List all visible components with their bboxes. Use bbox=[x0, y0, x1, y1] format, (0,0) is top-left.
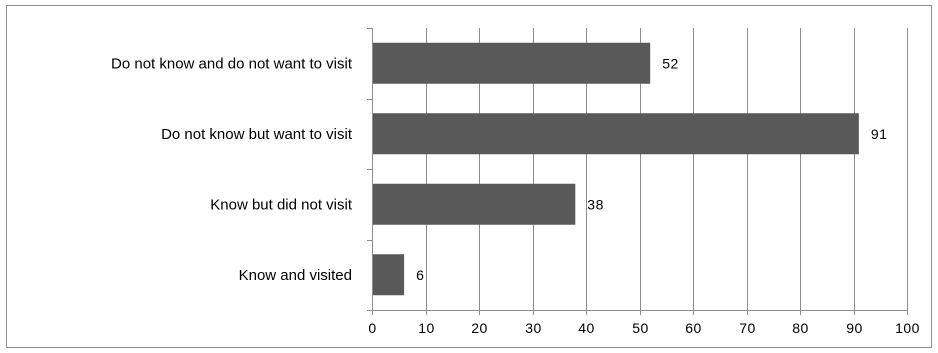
x-tick-label-100: 100 bbox=[895, 320, 920, 336]
data-label-0: 52 bbox=[662, 55, 679, 71]
x-tick-label-50: 50 bbox=[632, 320, 649, 336]
category-label-0: Do not know and do not want to visit bbox=[111, 55, 353, 72]
x-tick-label-20: 20 bbox=[471, 320, 488, 336]
data-label-3: 6 bbox=[416, 267, 424, 283]
bar-2 bbox=[373, 183, 576, 225]
category-label-2: Know but did not visit bbox=[210, 196, 353, 213]
x-tick-label-30: 30 bbox=[525, 320, 542, 336]
axes bbox=[367, 28, 908, 315]
x-tick-label-40: 40 bbox=[578, 320, 595, 336]
data-label-2: 38 bbox=[587, 196, 604, 212]
x-tick-label-60: 60 bbox=[685, 320, 702, 336]
bar-3 bbox=[373, 254, 405, 296]
labels: 0 10 20 30 40 50 60 70 80 90 100 Do not know and do… bbox=[111, 55, 920, 336]
data-label-1: 91 bbox=[871, 126, 888, 142]
x-tick-label-80: 80 bbox=[792, 320, 809, 336]
bar-1 bbox=[373, 113, 859, 155]
x-tick-label-70: 70 bbox=[739, 320, 756, 336]
bars bbox=[373, 42, 859, 296]
category-label-3: Know and visited bbox=[239, 267, 352, 284]
bar-0 bbox=[373, 42, 651, 84]
x-tick-label-90: 90 bbox=[846, 320, 863, 336]
x-tick-label-0: 0 bbox=[368, 320, 376, 336]
category-label-1: Do not know but want to visit bbox=[161, 126, 353, 143]
x-tick-label-10: 10 bbox=[418, 320, 435, 336]
